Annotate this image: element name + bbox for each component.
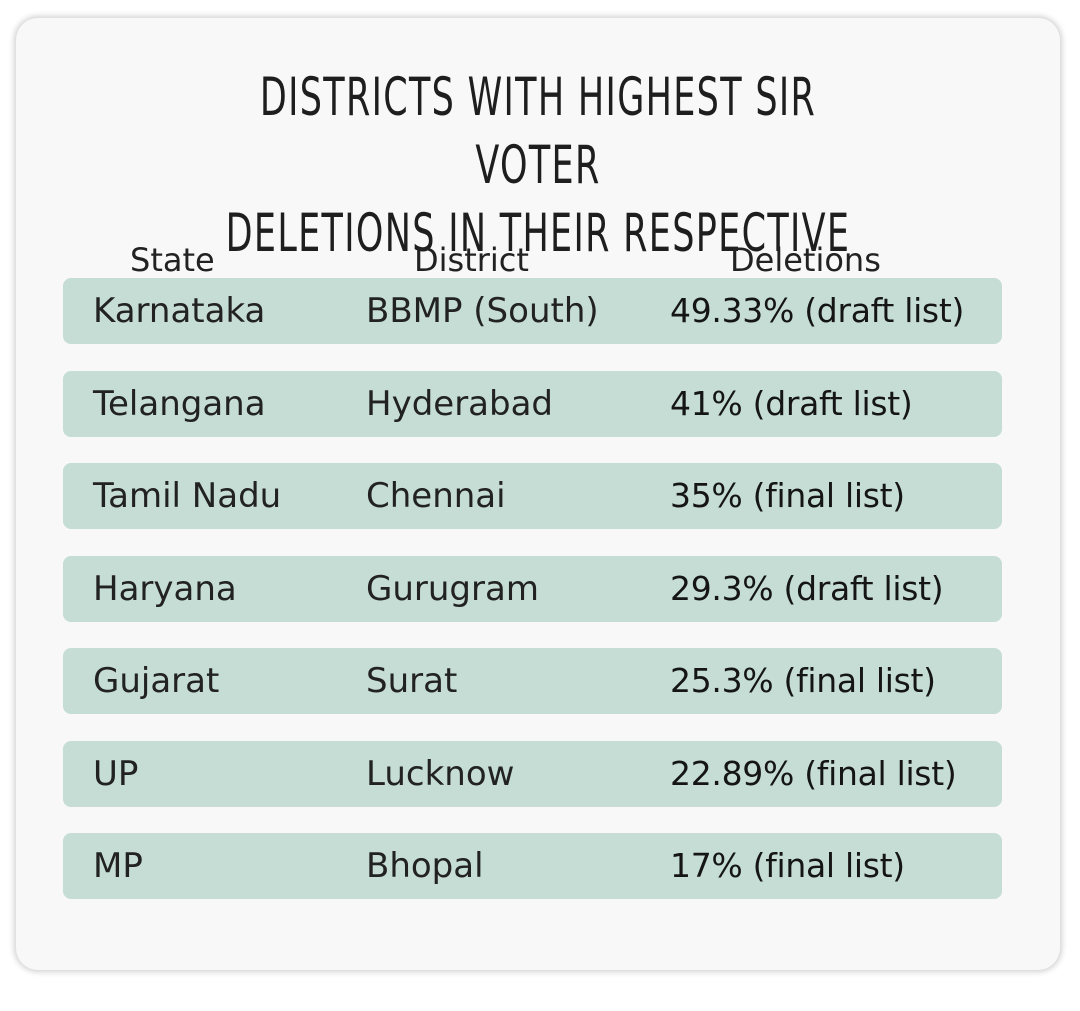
column-header-deletions: Deletions <box>730 241 881 279</box>
table-row: Tamil Nadu Chennai 35% (final list) <box>63 463 1002 529</box>
table-row: MP Bhopal 17% (final list) <box>63 833 1002 899</box>
cell-state: Haryana <box>93 569 237 609</box>
table-card: DISTRICTS WITH HIGHEST SIR VOTER DELETIO… <box>16 18 1060 970</box>
cell-deletions: 22.89% (final list) <box>670 754 957 793</box>
table-row: UP Lucknow 22.89% (final list) <box>63 741 1002 807</box>
cell-district: Surat <box>366 661 458 701</box>
table-row: Haryana Gurugram 29.3% (draft list) <box>63 556 1002 622</box>
cell-deletions: 49.33% (draft list) <box>670 291 965 330</box>
cell-district: Bhopal <box>366 846 484 886</box>
cell-state: Karnataka <box>93 291 266 331</box>
chart-title-line-1: DISTRICTS WITH HIGHEST SIR VOTER <box>259 67 817 196</box>
cell-state: UP <box>93 754 139 794</box>
cell-state: MP <box>93 846 143 886</box>
cell-deletions: 17% (final list) <box>670 846 905 885</box>
cell-district: Gurugram <box>366 569 539 609</box>
cell-state: Telangana <box>93 384 266 424</box>
table-row: Telangana Hyderabad 41% (draft list) <box>63 371 1002 437</box>
cell-deletions: 29.3% (draft list) <box>670 569 944 608</box>
cell-deletions: 41% (draft list) <box>670 384 913 423</box>
cell-deletions: 35% (final list) <box>670 476 905 515</box>
cell-state: Tamil Nadu <box>93 476 282 516</box>
cell-state: Gujarat <box>93 661 220 701</box>
table-row: Karnataka BBMP (South) 49.33% (draft list) <box>63 278 1002 344</box>
cell-district: Hyderabad <box>366 384 553 424</box>
table-row: Gujarat Surat 25.3% (final list) <box>63 648 1002 714</box>
cell-district: Lucknow <box>366 754 515 794</box>
cell-district: Chennai <box>366 476 506 516</box>
cell-deletions: 25.3% (final list) <box>670 661 936 700</box>
column-header-district: District <box>414 241 529 279</box>
column-header-state: State <box>130 241 215 279</box>
cell-district: BBMP (South) <box>366 291 599 331</box>
